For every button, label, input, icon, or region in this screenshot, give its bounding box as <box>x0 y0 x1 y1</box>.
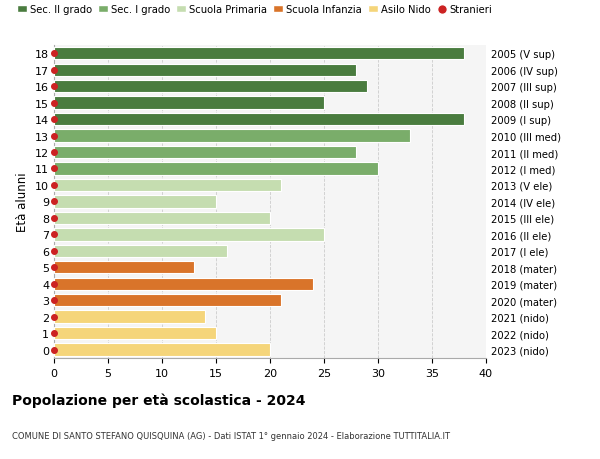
Bar <box>54 146 356 159</box>
Bar <box>54 64 356 77</box>
Bar <box>54 48 464 60</box>
Bar <box>54 245 227 257</box>
Bar <box>54 97 324 110</box>
Legend: Sec. II grado, Sec. I grado, Scuola Primaria, Scuola Infanzia, Asilo Nido, Stran: Sec. II grado, Sec. I grado, Scuola Prim… <box>17 5 493 15</box>
Bar <box>54 311 205 323</box>
Bar <box>54 196 216 208</box>
Y-axis label: Età alunni: Età alunni <box>16 172 29 232</box>
Bar <box>54 130 410 142</box>
Bar <box>54 344 270 356</box>
Bar <box>54 229 324 241</box>
Bar <box>54 294 281 307</box>
Bar <box>54 262 194 274</box>
Bar <box>54 278 313 290</box>
Bar <box>54 163 378 175</box>
Bar <box>54 114 464 126</box>
Bar <box>54 179 281 192</box>
Text: COMUNE DI SANTO STEFANO QUISQUINA (AG) - Dati ISTAT 1° gennaio 2024 - Elaborazio: COMUNE DI SANTO STEFANO QUISQUINA (AG) -… <box>12 431 450 441</box>
Bar <box>54 327 216 340</box>
Text: Popolazione per età scolastica - 2024: Popolazione per età scolastica - 2024 <box>12 392 305 407</box>
Bar <box>54 81 367 93</box>
Bar <box>54 212 270 224</box>
